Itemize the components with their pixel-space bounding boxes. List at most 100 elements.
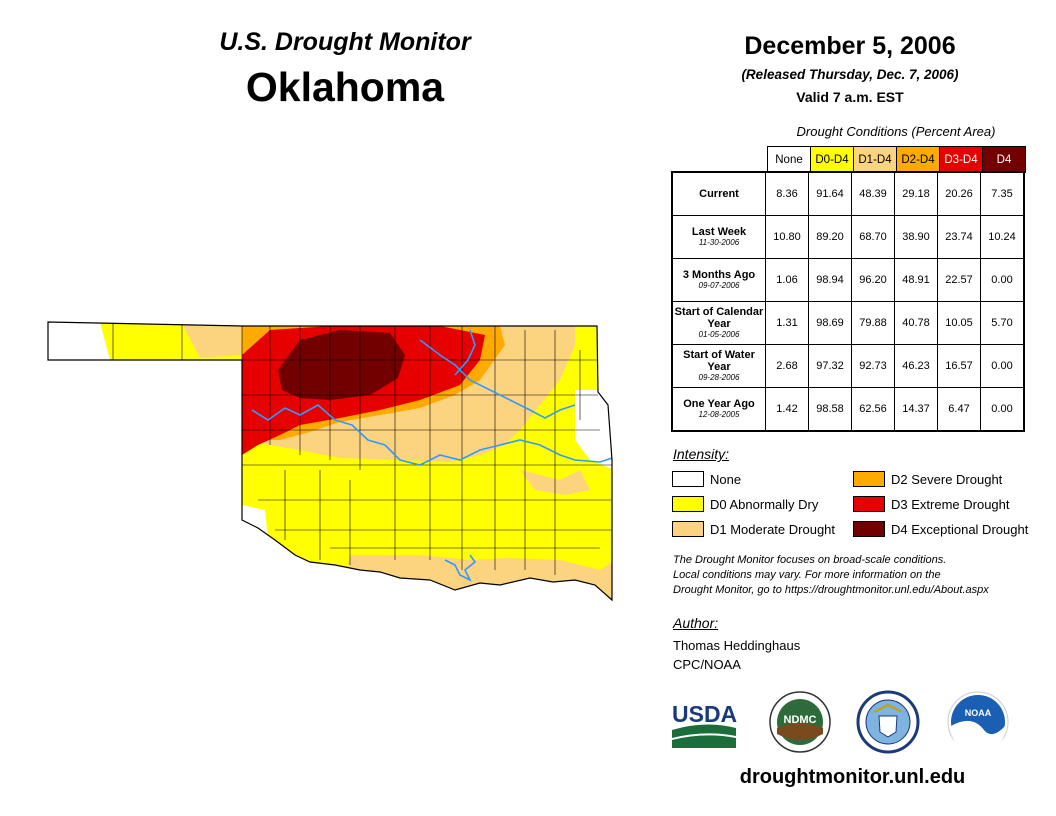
table-cell: 1.06 xyxy=(765,258,809,302)
map-title: U.S. Drought Monitor xyxy=(219,28,471,56)
column-header: None xyxy=(767,146,811,173)
row-label: Start of Water Year 09-28-2006 xyxy=(671,344,766,388)
table-row: 3 Months Ago 09-07-2006 1.06 98.94 96.20 … xyxy=(671,258,1025,302)
table-cell: 23.74 xyxy=(937,215,981,259)
legend-item: D3 Extreme Drought xyxy=(853,495,1028,513)
table-cell: 2.68 xyxy=(765,344,809,388)
d4-zone xyxy=(278,330,405,400)
legend-label: D2 Severe Drought xyxy=(891,471,1003,487)
table-cell: 14.37 xyxy=(894,387,938,432)
legend-label: D3 Extreme Drought xyxy=(891,496,1010,512)
table-cell: 8.36 xyxy=(765,171,809,216)
table-cell: 38.90 xyxy=(894,215,938,259)
table-cell: 1.31 xyxy=(765,301,809,345)
author-org: CPC/NOAA xyxy=(673,657,741,672)
legend-item: D1 Moderate Drought xyxy=(672,520,835,538)
table-cell: 92.73 xyxy=(851,344,895,388)
legend-swatch xyxy=(672,521,704,537)
legend-swatch xyxy=(853,471,885,487)
table-cell: 10.05 xyxy=(937,301,981,345)
table-cell: 48.91 xyxy=(894,258,938,302)
column-header: D1-D4 xyxy=(853,146,897,173)
row-label: Start of Calendar Year 01-05-2006 xyxy=(671,301,766,345)
table-cell: 10.80 xyxy=(765,215,809,259)
table-cell: 98.58 xyxy=(808,387,852,432)
legend-item: None xyxy=(672,470,835,488)
legend-right: D2 Severe Drought D3 Extreme Drought D4 … xyxy=(853,470,1028,545)
table-cell: 48.39 xyxy=(851,171,895,216)
disclaimer-note: The Drought Monitor focuses on broad-sca… xyxy=(673,553,1013,598)
legend-swatch xyxy=(672,471,704,487)
table-row: Start of Water Year 09-28-2006 2.68 97.32… xyxy=(671,344,1025,388)
table-cell: 0.00 xyxy=(980,258,1025,302)
usda-logo-text: USDA xyxy=(672,701,737,727)
author-name: Thomas Heddinghaus xyxy=(673,638,801,653)
table-row: One Year Ago 12-08-2005 1.42 98.58 62.56 … xyxy=(671,387,1025,432)
release-date: (Released Thursday, Dec. 7, 2006) xyxy=(741,67,959,82)
row-label: Last Week 11-30-2006 xyxy=(671,215,766,259)
note-line: Local conditions may vary. For more info… xyxy=(673,569,941,581)
table-cell: 0.00 xyxy=(980,387,1025,432)
table-cell: 89.20 xyxy=(808,215,852,259)
table-cell: 98.94 xyxy=(808,258,852,302)
note-line: Drought Monitor, go to https://droughtmo… xyxy=(673,584,989,596)
map-date: December 5, 2006 xyxy=(744,32,956,60)
legend-label: D4 Exceptional Drought xyxy=(891,521,1029,537)
table-row: Start of Calendar Year 01-05-2006 1.31 98… xyxy=(671,301,1025,345)
table-cell: 96.20 xyxy=(851,258,895,302)
ndmc-logo: NDMC xyxy=(769,691,831,753)
legend-item: D2 Severe Drought xyxy=(853,470,1028,488)
ndmc-logo-text: NDMC xyxy=(784,714,817,726)
column-header: D2-D4 xyxy=(896,146,940,173)
row-label: Current xyxy=(671,171,766,216)
usda-logo: USDA xyxy=(672,701,737,748)
table-cell: 10.24 xyxy=(980,215,1025,259)
column-header: D3-D4 xyxy=(939,146,983,173)
oklahoma-drought-map xyxy=(47,321,613,602)
legend-left: None D0 Abnormally Dry D1 Moderate Droug… xyxy=(672,470,835,545)
state-outline xyxy=(47,321,613,602)
table-cell: 98.69 xyxy=(808,301,852,345)
table-cell: 0.00 xyxy=(980,344,1025,388)
table-cell: 20.26 xyxy=(937,171,981,216)
table-cell: 68.70 xyxy=(851,215,895,259)
legend-label: D0 Abnormally Dry xyxy=(710,496,819,512)
legend-label: D1 Moderate Drought xyxy=(710,521,836,537)
table-cell: 97.32 xyxy=(808,344,852,388)
table-cell: 79.88 xyxy=(851,301,895,345)
legend-item: D0 Abnormally Dry xyxy=(672,495,835,513)
conditions-table: Current 8.36 91.64 48.39 29.18 20.26 7.3… xyxy=(671,171,1025,432)
footer-url: droughtmonitor.unl.edu xyxy=(739,766,966,788)
noaa-logo: NOAA xyxy=(947,691,1009,755)
table-caption: Drought Conditions (Percent Area) xyxy=(796,124,996,139)
table-cell: 22.57 xyxy=(937,258,981,302)
table-column-headers: None D0-D4 D1-D4 D2-D4 D3-D4 D4 xyxy=(767,146,1026,173)
table-cell: 16.57 xyxy=(937,344,981,388)
legend-swatch xyxy=(853,496,885,512)
legend-swatch xyxy=(853,521,885,537)
noaa-logo-text: NOAA xyxy=(965,708,992,718)
rivers xyxy=(251,329,612,582)
table-cell: 46.23 xyxy=(894,344,938,388)
column-header: D4 xyxy=(982,146,1026,173)
table-cell: 91.64 xyxy=(808,171,852,216)
legend-label: None xyxy=(710,471,742,487)
column-header: D0-D4 xyxy=(810,146,854,173)
table-cell: 40.78 xyxy=(894,301,938,345)
table-row: Last Week 11-30-2006 10.80 89.20 68.70 38… xyxy=(671,215,1025,259)
table-cell: 6.47 xyxy=(937,387,981,432)
table-cell: 62.56 xyxy=(851,387,895,432)
valid-time: Valid 7 a.m. EST xyxy=(796,89,904,105)
intensity-title: Intensity: xyxy=(673,446,730,462)
legend-swatch xyxy=(672,496,704,512)
table-cell: 29.18 xyxy=(894,171,938,216)
table-cell: 7.35 xyxy=(980,171,1025,216)
legend-item: D4 Exceptional Drought xyxy=(853,520,1028,538)
note-line: The Drought Monitor focuses on broad-sca… xyxy=(673,554,947,566)
table-row: Current 8.36 91.64 48.39 29.18 20.26 7.3… xyxy=(671,171,1025,216)
commerce-seal-icon xyxy=(856,690,920,754)
partner-logos: USDA NDMC NOAA xyxy=(672,690,1009,755)
row-label: 3 Months Ago 09-07-2006 xyxy=(671,258,766,302)
row-label: One Year Ago 12-08-2005 xyxy=(671,387,766,432)
none-zone-panhandle xyxy=(48,322,110,360)
